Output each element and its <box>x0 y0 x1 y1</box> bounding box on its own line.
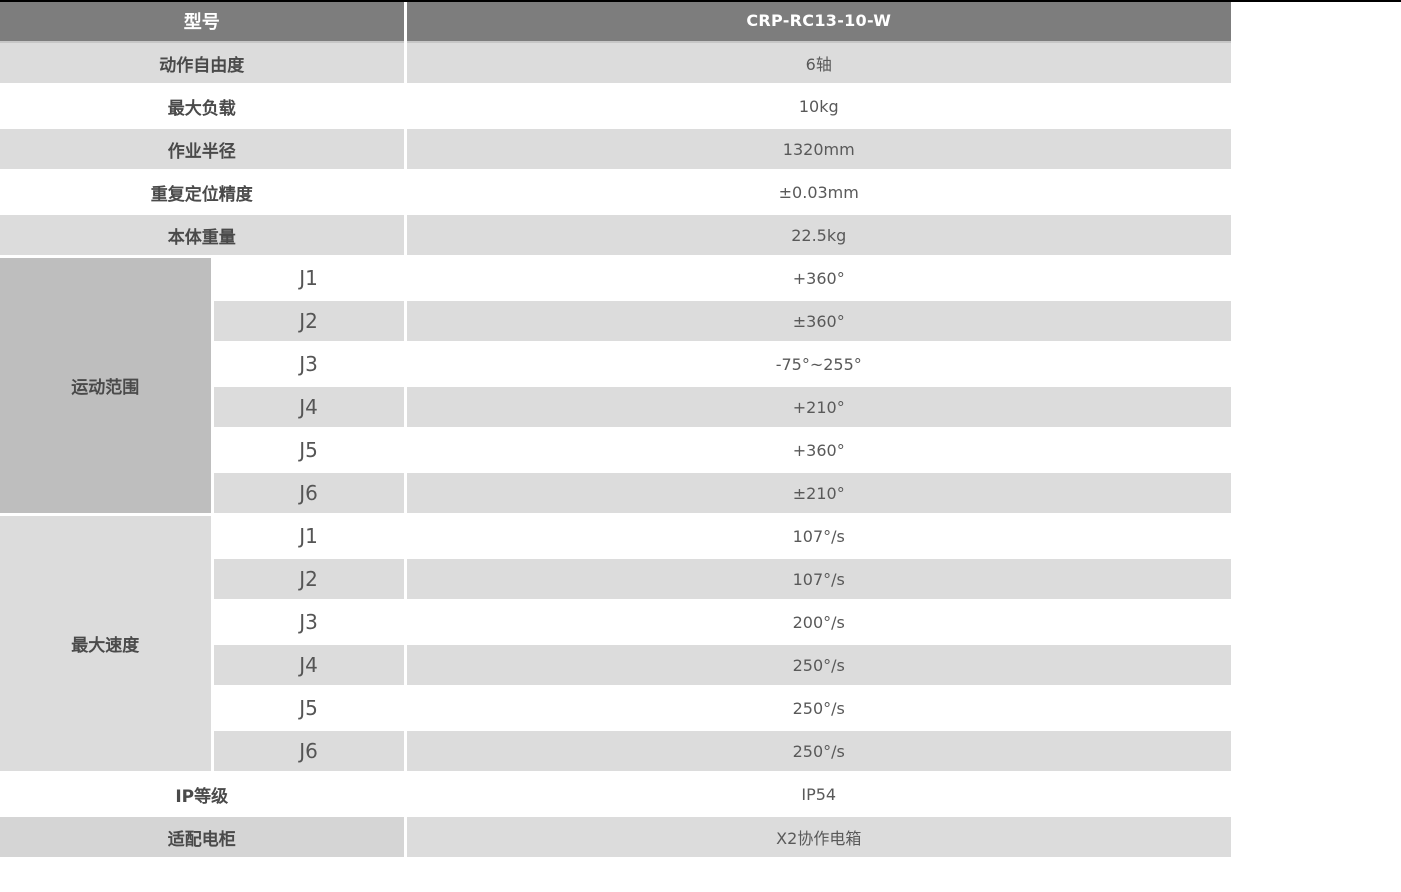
motion-range-row: J6 ±210° <box>0 471 1231 516</box>
joint-label: J2 <box>212 299 407 344</box>
spec-value: 6轴 <box>405 42 1231 86</box>
joint-label: J2 <box>212 557 407 602</box>
max-speed-row: J3 200°/s <box>0 600 1231 645</box>
motion-range-row: J5 +360° <box>0 428 1231 473</box>
spec-row-ip-rating: IP等级 IP54 <box>0 772 1231 817</box>
spec-value: ±0.03mm <box>405 170 1231 215</box>
max-speed-row: 最大速度 J1 107°/s <box>0 514 1231 774</box>
model-value-cell: CRP-RC13-10-W <box>405 0 1231 43</box>
header-row: 型号 CRP-RC13-10-W <box>0 0 1231 43</box>
model-label-cell: 型号 <box>0 0 407 43</box>
motion-range-section-cell: 运动范围 <box>0 256 214 516</box>
spec-label: 动作自由度 <box>0 42 407 86</box>
motion-range-row: J4 +210° <box>0 385 1231 430</box>
joint-value: +360° <box>405 256 1231 301</box>
spec-value: 22.5kg <box>405 213 1231 258</box>
joint-label: J1 <box>212 256 407 301</box>
max-speed-row: J5 250°/s <box>0 686 1231 731</box>
max-speed-row: J2 107°/s <box>0 557 1231 602</box>
joint-value: 107°/s <box>405 557 1231 602</box>
joint-label: J6 <box>212 729 407 774</box>
spec-label: 作业半径 <box>0 127 407 172</box>
motion-range-row: J2 ±360° <box>0 299 1231 344</box>
joint-value: 250°/s <box>405 643 1231 688</box>
motion-range-row: J3 -75°~255° <box>0 342 1231 387</box>
max-speed-row: J6 250°/s <box>0 729 1231 774</box>
robot-spec-table: 型号 CRP-RC13-10-W 动作自由度 6轴 最大负载 10kg 作业半径… <box>0 0 1231 860</box>
spec-row-repeatability: 重复定位精度 ±0.03mm <box>0 170 1231 215</box>
joint-value: +210° <box>405 385 1231 430</box>
joint-value: -75°~255° <box>405 342 1231 387</box>
max-speed-section-cell: 最大速度 <box>0 514 214 774</box>
joint-value: 200°/s <box>405 600 1231 645</box>
joint-label: J3 <box>212 600 407 645</box>
joint-label: J1 <box>212 514 407 559</box>
spec-row-reach: 作业半径 1320mm <box>0 127 1231 172</box>
joint-value: ±360° <box>405 299 1231 344</box>
joint-label: J5 <box>212 428 407 473</box>
joint-value: 107°/s <box>405 514 1231 559</box>
spec-label: 重复定位精度 <box>0 170 407 215</box>
top-border-line <box>0 0 1401 2</box>
spec-label: 最大负载 <box>0 84 407 129</box>
joint-label: J4 <box>212 643 407 688</box>
max-speed-row: J4 250°/s <box>0 643 1231 688</box>
joint-value: 250°/s <box>405 686 1231 731</box>
spec-label: 适配电柜 <box>0 815 407 860</box>
spec-value: IP54 <box>405 772 1231 817</box>
spec-value: X2协作电箱 <box>405 815 1231 860</box>
spec-label: IP等级 <box>0 772 407 817</box>
spec-value: 1320mm <box>405 127 1231 172</box>
spec-value: 10kg <box>405 84 1231 129</box>
motion-range-row: 运动范围 J1 +360° <box>0 256 1231 516</box>
joint-value: +360° <box>405 428 1231 473</box>
joint-label: J4 <box>212 385 407 430</box>
joint-value: 250°/s <box>405 729 1231 774</box>
spec-row-weight: 本体重量 22.5kg <box>0 213 1231 258</box>
joint-label: J6 <box>212 471 407 516</box>
spec-row-dof: 动作自由度 6轴 <box>0 42 1231 86</box>
spec-row-payload: 最大负载 10kg <box>0 84 1231 129</box>
joint-value: ±210° <box>405 471 1231 516</box>
spec-row-cabinet: 适配电柜 X2协作电箱 <box>0 815 1231 860</box>
joint-label: J3 <box>212 342 407 387</box>
joint-label: J5 <box>212 686 407 731</box>
spec-label: 本体重量 <box>0 213 407 258</box>
